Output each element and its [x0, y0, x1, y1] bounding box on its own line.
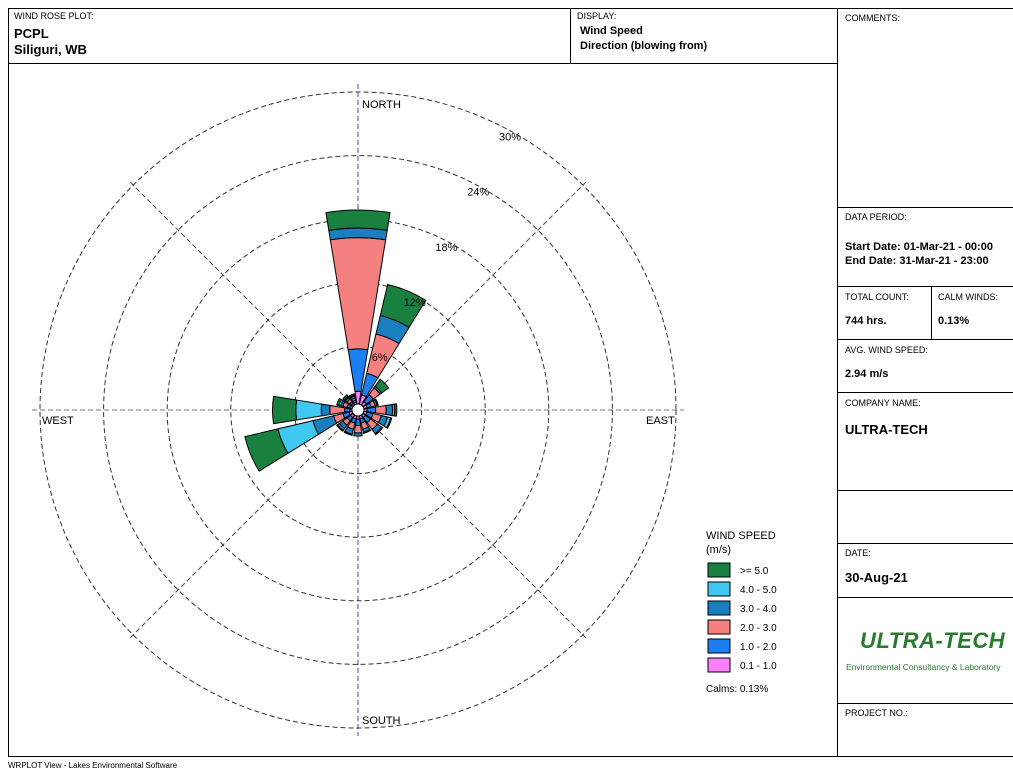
- petal-E-class-2: [374, 404, 387, 416]
- petal-WSW-class-5: [244, 428, 289, 472]
- legend-layer: WIND SPEED (m/s) >= 5.0 4.0 - 5.0 3.0 - 4.0 2…: [706, 530, 777, 695]
- date-caption: DATE:: [845, 548, 871, 558]
- calms-label: Calms: 0.13%: [706, 684, 768, 695]
- divider: [837, 339, 1013, 340]
- petal-S-class-1: [354, 418, 362, 427]
- ring-label: 30%: [499, 132, 521, 144]
- logo-tagline: Environmental Consultancy & Laboratory: [846, 662, 1001, 672]
- display-line2: Direction (blowing from): [580, 40, 708, 52]
- petal-ENE-class-5: [374, 398, 379, 407]
- report-date: 30-Aug-21: [845, 570, 908, 585]
- start-date: Start Date: 01-Mar-21 - 00:00: [845, 241, 993, 253]
- divider: [931, 286, 932, 339]
- petal-E-class-5: [393, 403, 398, 417]
- petal-S-class-2: [353, 424, 363, 434]
- plot-caption: WIND ROSE PLOT:: [14, 11, 94, 21]
- legend-swatch: [707, 619, 731, 635]
- wind-rose-chart: 6% 12% 18% 24% 30% NORTH SOUTH WEST EAST WIND SP…: [32, 84, 777, 736]
- avg-speed-caption: AVG. WIND SPEED:: [845, 345, 928, 355]
- divider: [837, 543, 1013, 544]
- petal-W-class-5: [272, 395, 298, 425]
- calm-winds: 0.13%: [938, 315, 970, 327]
- logo-name: ULTRA-TECH: [860, 628, 1006, 653]
- legend-title: WIND SPEED: [706, 530, 776, 542]
- project-caption: PROJECT NO.:: [845, 708, 908, 718]
- ring-12: [230, 282, 486, 538]
- plot-title: PCPL: [14, 26, 49, 41]
- data-period-caption: DATA PERIOD:: [845, 212, 907, 222]
- legend-label: 3.0 - 4.0: [740, 604, 777, 615]
- petal-W-class-3: [320, 403, 331, 417]
- legend-label: 2.0 - 3.0: [740, 623, 777, 634]
- petal-ESE-class-5: [385, 417, 393, 429]
- legend-swatch: [707, 562, 731, 578]
- petal-N-class-3: [328, 227, 388, 241]
- petal-S-class-3: [353, 432, 363, 437]
- comments-caption: COMMENTS:: [845, 13, 900, 23]
- total-count-caption: TOTAL COUNT:: [845, 292, 909, 302]
- petal-NNW-class-5: [348, 393, 356, 398]
- petal-E-class-3: [385, 403, 394, 417]
- petal-WNW-class-5: [336, 397, 342, 407]
- compass-east: EAST: [646, 415, 675, 427]
- legend-swatch: [707, 600, 731, 616]
- compass-layer: 6% 12% 18% 24% 30% NORTH SOUTH WEST EAST: [42, 99, 675, 727]
- petal-W-class-1: [344, 407, 351, 413]
- ring-label: 18%: [435, 242, 457, 254]
- calm-winds-caption: CALM WINDS:: [938, 292, 999, 302]
- petal-N-class-5: [325, 209, 391, 231]
- petal-SSE-class-4: [362, 428, 372, 434]
- display-caption: DISPLAY:: [577, 11, 617, 21]
- petal-NE-class-5: [374, 378, 390, 394]
- company-logo: ULTRA-TECH Environmental Consultancy & L…: [846, 628, 1006, 672]
- compass-south: SOUTH: [362, 715, 401, 727]
- calms-center: [351, 403, 365, 417]
- ring-label: 12%: [404, 297, 426, 309]
- divider: [837, 597, 1013, 598]
- petal-SE-class-4: [374, 426, 384, 436]
- petal-SW-class-5: [336, 423, 345, 432]
- legend-swatch: [707, 638, 731, 654]
- footer-credit: WRPLOT View - Lakes Environmental Softwa…: [8, 761, 178, 770]
- ring-label: 24%: [467, 187, 489, 199]
- compass-west: WEST: [42, 415, 74, 427]
- legend-label: 1.0 - 2.0: [740, 642, 777, 653]
- compass-north: NORTH: [362, 99, 401, 111]
- divider: [837, 207, 1013, 208]
- divider: [837, 703, 1013, 704]
- legend-unit: (m/s): [706, 544, 731, 556]
- sidebar: [837, 8, 1013, 757]
- divider: [837, 490, 1013, 491]
- legend-swatch: [707, 581, 731, 597]
- ring-label: 6%: [372, 352, 388, 364]
- display-line1: Wind Speed: [580, 25, 643, 37]
- legend-label: >= 5.0: [740, 566, 769, 577]
- company-name: ULTRA-TECH: [845, 422, 928, 437]
- petal-NW-class-5: [342, 394, 349, 401]
- petals-layer: [244, 209, 427, 472]
- ring-30: [39, 91, 677, 729]
- total-count: 744 hrs.: [845, 315, 887, 327]
- company-caption: COMPANY NAME:: [845, 398, 921, 408]
- petal-NNE-class-5: [379, 283, 427, 329]
- ring-24: [103, 155, 613, 665]
- petal-W-class-4: [295, 399, 323, 421]
- avg-speed: 2.94 m/s: [845, 368, 889, 380]
- divider: [837, 392, 1013, 393]
- legend-label: 0.1 - 1.0: [740, 661, 777, 672]
- divider: [837, 286, 1013, 287]
- legend-label: 4.0 - 5.0: [740, 585, 777, 596]
- petal-SSW-class-4: [343, 430, 353, 437]
- legend-swatch: [707, 657, 731, 673]
- plot-subtitle: Siliguri, WB: [14, 42, 87, 57]
- end-date: End Date: 31-Mar-21 - 23:00: [845, 255, 989, 267]
